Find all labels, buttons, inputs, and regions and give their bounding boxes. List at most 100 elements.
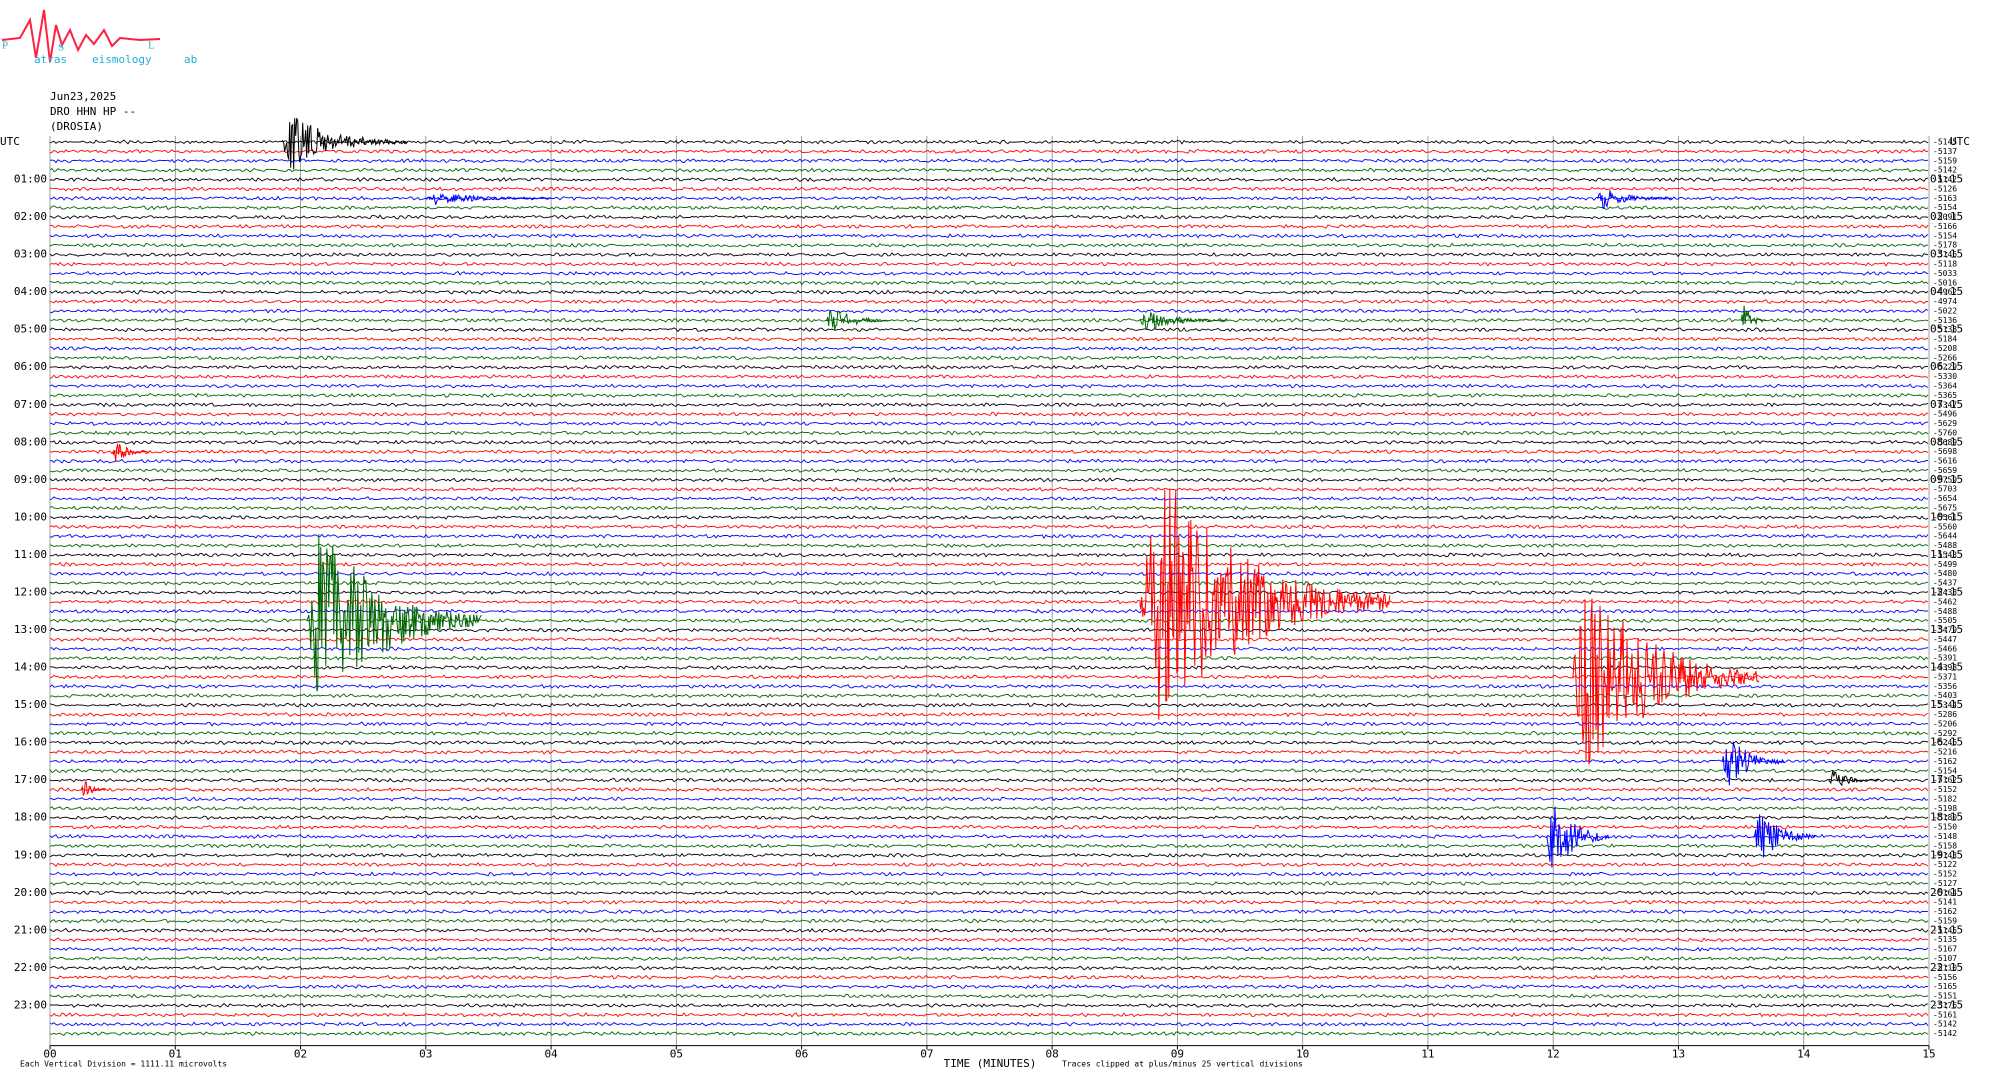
trace: [49, 815, 1929, 821]
row-label-left: 02:00: [14, 210, 47, 223]
seismic-event: [1546, 806, 1610, 868]
seismic-event: [1740, 305, 1767, 326]
trace: [49, 467, 1929, 474]
trace: [49, 833, 1929, 840]
trace-offset: -5344: [1933, 701, 1957, 710]
trace-offset: -5166: [1933, 222, 1957, 231]
row-label-left: 13:00: [14, 623, 47, 636]
row-label-right: 23:15: [1930, 998, 1963, 1011]
trace-offset: -5154: [1933, 203, 1957, 212]
row-label-right: 12:15: [1930, 585, 1963, 598]
x-tick-label: 15: [1922, 1048, 1935, 1061]
trace: [49, 430, 1929, 436]
trace-offset: -5033: [1933, 269, 1957, 278]
trace: [49, 1030, 1929, 1037]
trace: [49, 683, 1929, 689]
row-label-left: 07:00: [14, 398, 47, 411]
row-label-left: 18:00: [14, 811, 47, 824]
trace: [49, 233, 1929, 239]
row-label-left: 03:00: [14, 248, 47, 261]
trace: [49, 289, 1929, 295]
trace: [49, 871, 1929, 877]
row-label-right: 10:15: [1930, 510, 1963, 523]
trace: [49, 946, 1929, 952]
trace-offset: -5480: [1933, 569, 1957, 578]
trace-offset: -5110: [1933, 963, 1957, 972]
row-label-right: 18:15: [1930, 811, 1963, 824]
row-label-left: 20:00: [14, 886, 47, 899]
trace-offset: -5137: [1933, 147, 1957, 156]
trace-offset: -5180: [1933, 813, 1957, 822]
row-label-right: 15:15: [1930, 698, 1963, 711]
logo-word: eismology: [92, 53, 152, 66]
trace: [49, 571, 1929, 577]
trace: [49, 589, 1929, 596]
seismic-event: [1753, 814, 1816, 858]
trace-offset: -5675: [1933, 504, 1957, 513]
row-label-right: 08:15: [1930, 435, 1963, 448]
trace-offset: -5162: [1933, 776, 1957, 785]
x-tick-label: 08: [1046, 1048, 1059, 1061]
trace: [49, 618, 1929, 624]
trace-offset: -5118: [1933, 260, 1957, 269]
trace-offset: -5152: [1933, 870, 1957, 879]
trace-offset: -5365: [1933, 391, 1957, 400]
row-label-left: 23:00: [14, 998, 47, 1011]
row-label-left: 14:00: [14, 661, 47, 674]
trace: [49, 1021, 1929, 1027]
row-label-left: 06:00: [14, 360, 47, 373]
trace-offset: -5371: [1933, 672, 1957, 681]
trace: [49, 805, 1929, 811]
trace: [49, 374, 1929, 380]
header-site: (DROSIA): [50, 120, 103, 133]
trace-offset: -5167: [1933, 945, 1957, 954]
trace-offset: -5543: [1933, 550, 1957, 559]
trace-offset: -5246: [1933, 738, 1957, 747]
trace: [49, 646, 1929, 652]
trace-offset: -5292: [1933, 729, 1957, 738]
trace-offset: -5479: [1933, 626, 1957, 635]
trace: [49, 242, 1929, 248]
trace: [49, 636, 1929, 643]
trace: [49, 383, 1929, 389]
trace-offset: -5138: [1933, 325, 1957, 334]
trace-offset: -5462: [1933, 597, 1957, 606]
trace-offset: -5142: [1933, 1029, 1957, 1038]
trace-offset: -5644: [1933, 532, 1957, 541]
trace-offset: -5398: [1933, 663, 1957, 672]
trace: [49, 514, 1929, 520]
row-label-right: 21:15: [1930, 923, 1963, 936]
x-tick-label: 09: [1171, 1048, 1184, 1061]
trace: [49, 843, 1929, 849]
trace: [49, 796, 1929, 802]
trace: [49, 458, 1929, 464]
trace: [49, 899, 1929, 905]
trace-offset: -5178: [1933, 241, 1957, 250]
row-label-right: 17:15: [1930, 773, 1963, 786]
trace-offset: -5163: [1933, 194, 1957, 203]
trace: [49, 167, 1929, 173]
trace: [49, 993, 1929, 999]
trace-offset: -5162: [1933, 907, 1957, 916]
logo-letter: L: [148, 40, 155, 52]
trace: [49, 195, 1929, 201]
trace: [49, 439, 1929, 445]
trace-offset: -5145: [1933, 138, 1957, 147]
trace-offset: -5135: [1933, 935, 1957, 944]
trace: [49, 965, 1929, 971]
trace: [49, 336, 1929, 342]
x-tick-label: 10: [1296, 1048, 1309, 1061]
trace: [49, 449, 1929, 455]
trace-offset: -5156: [1933, 973, 1957, 982]
trace-offset: -5437: [1933, 579, 1957, 588]
trace: [49, 270, 1929, 276]
trace: [49, 721, 1928, 727]
x-tick-label: 06: [795, 1048, 808, 1061]
trace-offset: -5126: [1933, 184, 1957, 193]
trace-offset: -5488: [1933, 607, 1957, 616]
row-label-left: 05:00: [14, 323, 47, 336]
logo-word: ab: [184, 53, 197, 66]
trace: [49, 280, 1929, 286]
trace: [49, 740, 1929, 746]
trace-offset: -5403: [1933, 691, 1957, 700]
